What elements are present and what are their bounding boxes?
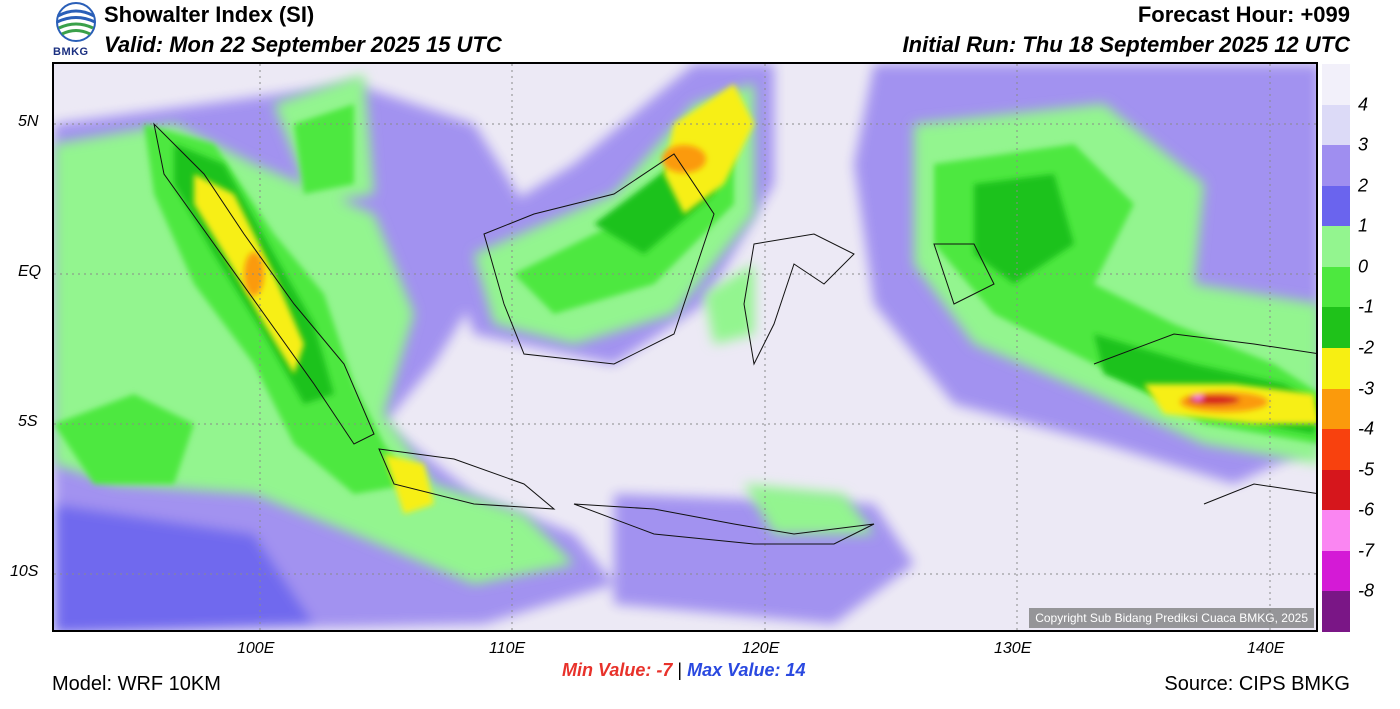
min-max-values: Min Value: -7 | Max Value: 14: [562, 660, 806, 681]
colorbar-segment: [1322, 469, 1350, 511]
colorbar-label: -4: [1358, 418, 1375, 439]
forecast-hour: Forecast Hour: +099: [1137, 2, 1350, 27]
lon-label-120e: 120E: [742, 640, 780, 657]
colorbar-label: 2: [1358, 175, 1369, 196]
colorbar-label: 0: [1358, 256, 1369, 277]
valid-time: Valid: Mon 22 September 2025 15 UTC: [104, 32, 502, 57]
lat-label-5s: 5S: [18, 413, 38, 430]
max-value: 14: [785, 660, 806, 680]
colorbar-label: -5: [1358, 459, 1375, 480]
colorbar-segment: [1322, 64, 1350, 105]
colorbar-label: 1: [1358, 215, 1369, 236]
colorbar-segment: [1322, 591, 1350, 633]
min-value: -7: [656, 660, 673, 680]
colorbar-segment: [1322, 185, 1350, 227]
colorbar-label: 3: [1358, 134, 1369, 155]
initial-run: Initial Run: Thu 18 September 2025 12 UT…: [902, 32, 1350, 57]
min-label: Min Value:: [562, 660, 652, 680]
map-panel[interactable]: Copyright Sub Bidang Prediksi Cuaca BMKG…: [52, 62, 1318, 632]
colorbar-segment: [1322, 388, 1350, 430]
colorbar-label: -8: [1358, 580, 1375, 601]
copyright-notice: Copyright Sub Bidang Prediksi Cuaca BMKG…: [1029, 608, 1314, 628]
colorbar-segment: [1322, 510, 1350, 552]
colorbar-label: -7: [1358, 540, 1375, 561]
colorbar: [1322, 64, 1350, 633]
source-label: Source: CIPS BMKG: [1164, 673, 1350, 695]
colorbar-label: -6: [1358, 499, 1375, 520]
colorbar-segment: [1322, 266, 1350, 308]
min-max-separator: |: [677, 660, 683, 680]
lon-label-130e: 130E: [994, 640, 1032, 657]
colorbar-segment: [1322, 104, 1350, 146]
colorbar-segment: [1322, 550, 1350, 592]
colorbar-label: -2: [1358, 337, 1375, 358]
lat-label-10s: 10S: [10, 563, 39, 580]
colorbar-segment: [1322, 429, 1350, 471]
colorbar-segment: [1322, 226, 1350, 268]
max-label: Max Value:: [687, 660, 781, 680]
chart-title: Showalter Index (SI): [104, 2, 315, 27]
logo-text: BMKG: [53, 46, 89, 58]
lat-label-eq: EQ: [18, 263, 42, 280]
colorbar-segment: [1322, 307, 1350, 349]
lon-label-110e: 110E: [489, 640, 526, 657]
model-label: Model: WRF 10KM: [52, 673, 221, 695]
colorbar-segment: [1322, 145, 1350, 187]
lat-label-5n: 5N: [18, 113, 39, 130]
colorbar-label: -1: [1358, 296, 1375, 317]
lon-label-140e: 140E: [1247, 640, 1285, 657]
colorbar-segment: [1322, 348, 1350, 389]
lon-label-100e: 100E: [237, 640, 275, 657]
colorbar-label: 4: [1358, 94, 1369, 115]
map-field: [54, 64, 1316, 630]
colorbar-label: -3: [1358, 378, 1375, 399]
bmkg-logo: [52, 2, 100, 60]
